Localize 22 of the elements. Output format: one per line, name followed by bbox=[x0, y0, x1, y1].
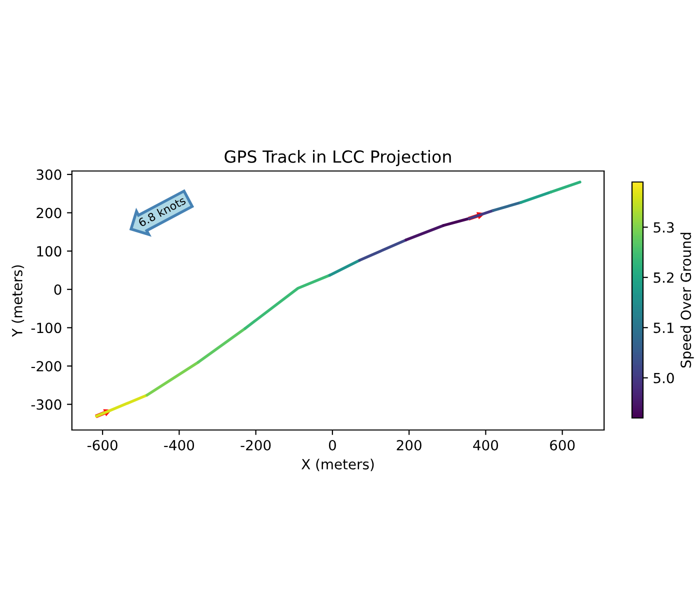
y-axis-title: Y (meters) bbox=[12, 265, 24, 337]
x-tick-label: 400 bbox=[473, 440, 498, 450]
y-tick-label: 200 bbox=[36, 208, 62, 218]
color-bar-label: 5.2 bbox=[654, 272, 674, 283]
color-bar-label: 5.1 bbox=[654, 322, 674, 334]
color-bar-label: 5.0 bbox=[654, 372, 674, 384]
chart-title: GPS Track in LCC Projection bbox=[224, 150, 451, 166]
x-tick-label: -400 bbox=[164, 440, 194, 450]
color-bar-title: Speed Over Ground bbox=[680, 232, 694, 368]
x-tick-label: -600 bbox=[87, 440, 118, 450]
x-tick-label: -200 bbox=[240, 440, 271, 450]
x-tick-label: 200 bbox=[396, 440, 422, 450]
y-tick-label: 100 bbox=[37, 246, 62, 257]
y-tick-label: -200 bbox=[31, 360, 62, 372]
y-tick-label: -100 bbox=[31, 322, 62, 334]
color-bar-label: 5.3 bbox=[654, 222, 674, 233]
x-tick-label: 600 bbox=[550, 440, 575, 450]
y-tick-label: 300 bbox=[36, 169, 62, 180]
x-tick-label: 0 bbox=[328, 440, 336, 450]
y-tick-label: 0 bbox=[54, 284, 62, 295]
y-tick-label: -300 bbox=[31, 399, 62, 410]
x-axis-title: X (meters) bbox=[302, 458, 374, 472]
